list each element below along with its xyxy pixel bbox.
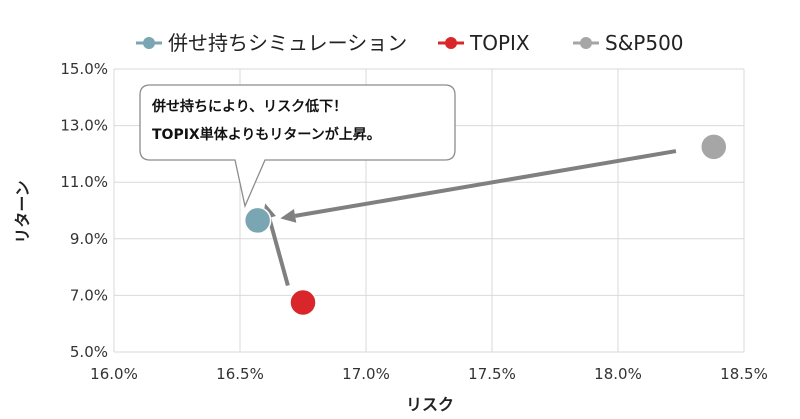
x-tick-label: 16.0% (90, 365, 138, 383)
x-axis-title: リスク (406, 395, 454, 414)
x-tick-label: 17.0% (342, 365, 390, 383)
legend-marker (445, 37, 457, 49)
x-tick-labels: 16.0% 16.5% 17.0% 17.5% 18.0% 18.5% (90, 365, 768, 383)
callout-bubble (139, 84, 456, 209)
y-tick-label: 11.0% (60, 173, 108, 191)
x-tick-label: 18.5% (720, 365, 768, 383)
legend-label: TOPIX (469, 31, 530, 55)
arrow-shaft (294, 149, 677, 218)
legend-item: S&P500 (573, 31, 684, 55)
x-tick-label: 16.5% (216, 365, 264, 383)
arrow (280, 149, 677, 223)
callout-line-1: 併せ持ちにより、リスク低下！ (151, 98, 347, 115)
arrow-head (280, 209, 297, 223)
legend-label: S&P500 (605, 31, 684, 55)
legend-marker (143, 37, 155, 49)
y-tick-label: 15.0% (60, 60, 108, 78)
y-axis-title: リターン (13, 180, 32, 243)
x-tick-label: 17.5% (468, 365, 516, 383)
legend: 併せ持ちシミュレーション TOPIX S&P500 (136, 31, 684, 55)
x-tick-label: 18.0% (594, 365, 642, 383)
data-point (289, 288, 317, 317)
data-point (700, 133, 728, 161)
arrow-shaft (267, 217, 290, 287)
y-tick-label: 7.0% (70, 286, 108, 304)
arrows (262, 149, 677, 287)
data-points (243, 133, 728, 317)
y-tick-label: 5.0% (70, 343, 108, 361)
annotation-callout: 併せ持ちにより、リスク低下！ TOPIX単体よりもリターンが上昇。 (139, 84, 456, 209)
legend-item: TOPIX (438, 31, 530, 55)
data-point (243, 206, 272, 235)
callout-line-2: TOPIX単体よりもリターンが上昇。 (152, 126, 381, 143)
y-tick-label: 13.0% (60, 117, 108, 135)
legend-item: 併せ持ちシミュレーション (136, 31, 407, 55)
y-tick-label: 9.0% (70, 230, 108, 248)
y-tick-labels: 5.0% 7.0% 9.0% 11.0% 13.0% 15.0% (60, 60, 108, 361)
legend-label: 併せ持ちシミュレーション (168, 31, 407, 55)
legend-marker (580, 37, 592, 49)
